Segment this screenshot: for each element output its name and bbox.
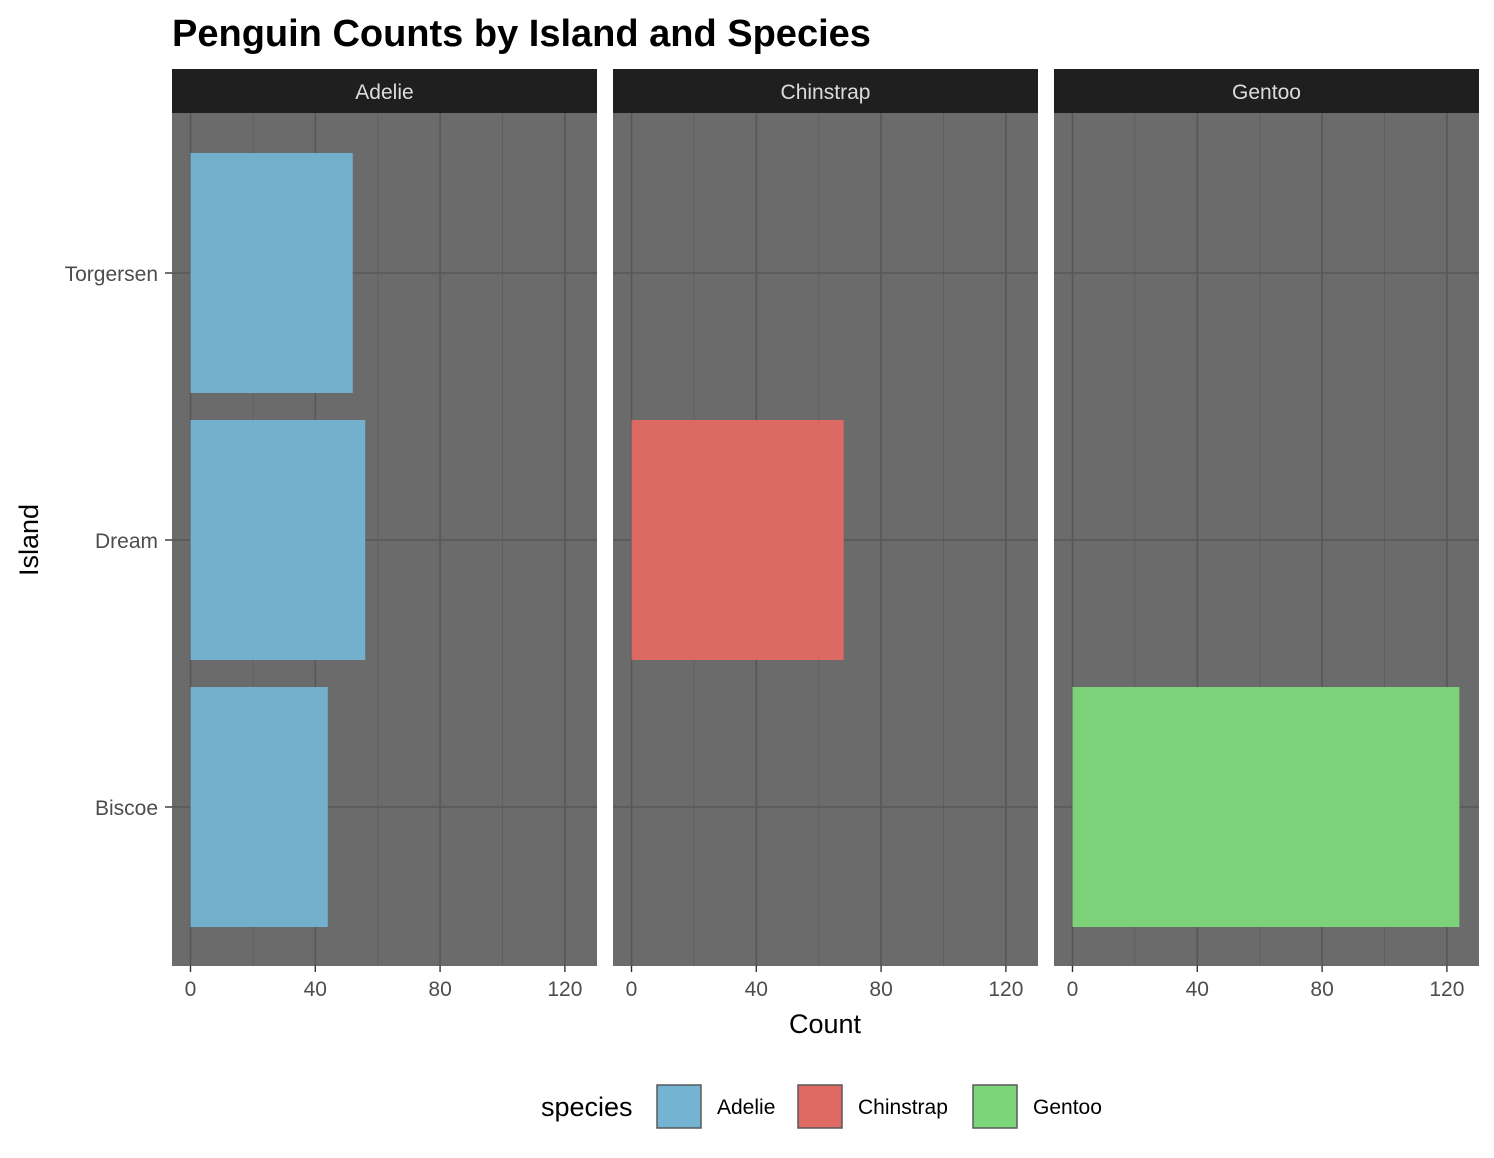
legend-label-chinstrap: Chinstrap [858, 1096, 948, 1119]
facet-strip-label: Gentoo [1232, 81, 1301, 104]
bar-biscoe [1072, 687, 1460, 927]
facet-strip-label: Adelie [355, 81, 413, 104]
x-tick-label: 40 [304, 978, 327, 1001]
legend-key-gentoo [972, 1084, 1018, 1129]
x-tick-label: 40 [745, 978, 768, 1001]
y-tick-label: Biscoe [95, 797, 158, 820]
legend-key-chinstrap [797, 1084, 843, 1129]
bar-biscoe [190, 687, 328, 927]
facet-panels: Adelie 0 40 80 120 Chinstrap 0 40 80 120 Gentoo 0 40… [172, 69, 1479, 1001]
legend-label-gentoo: Gentoo [1033, 1096, 1102, 1119]
facet-strip-label: Chinstrap [781, 81, 871, 104]
bar-torgersen [190, 153, 353, 393]
y-tick-label: Torgersen [65, 263, 158, 286]
legend: species Adelie Chinstrap Gentoo [541, 1084, 1102, 1129]
facet-strip [172, 69, 597, 113]
facet-gentoo: Gentoo 0 40 80 120 [1054, 69, 1479, 1001]
y-axis-title: Island [14, 504, 44, 576]
x-tick-label: 80 [1310, 978, 1333, 1001]
legend-key-adelie [656, 1084, 702, 1129]
x-tick-label: 120 [1429, 978, 1464, 1001]
x-tick-label: 40 [1186, 978, 1209, 1001]
bar-dream [631, 420, 844, 660]
legend-label-adelie: Adelie [717, 1096, 775, 1119]
x-tick-label: 120 [988, 978, 1023, 1001]
legend-title: species [541, 1092, 633, 1122]
y-axis: Torgersen Dream Biscoe [65, 263, 172, 820]
x-tick-label: 0 [1067, 978, 1079, 1001]
x-tick-label: 0 [626, 978, 638, 1001]
facet-adelie: Adelie 0 40 80 120 [172, 69, 597, 1001]
x-tick-label: 80 [869, 978, 892, 1001]
x-tick-label: 0 [185, 978, 197, 1001]
facet-chinstrap: Chinstrap 0 40 80 120 [613, 69, 1038, 1001]
y-tick-label: Dream [95, 530, 158, 553]
facet-strip [1054, 69, 1479, 113]
x-tick-label: 80 [428, 978, 451, 1001]
x-tick-label: 120 [547, 978, 582, 1001]
facet-strip [613, 69, 1038, 113]
bar-dream [190, 420, 366, 660]
chart-title: Penguin Counts by Island and Species [172, 13, 871, 55]
x-axis-title: Count [789, 1009, 862, 1039]
